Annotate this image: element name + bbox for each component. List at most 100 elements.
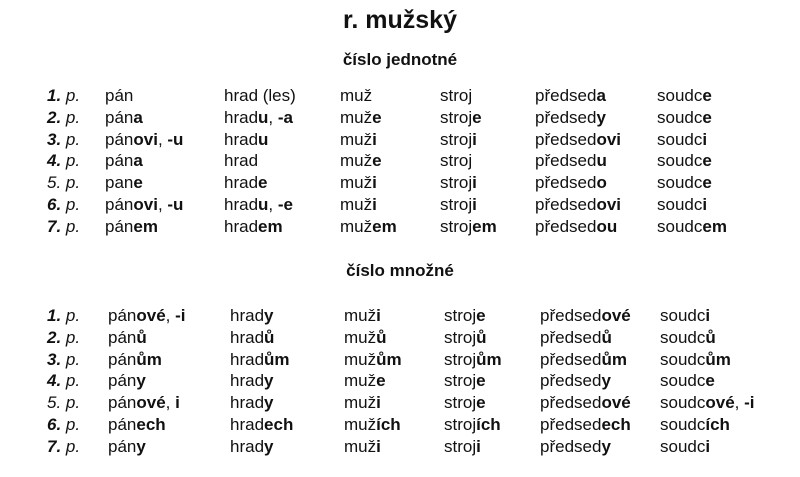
word-form: pána — [105, 107, 143, 129]
word-stem: soudc — [660, 349, 706, 369]
case-abbrev: p. — [65, 173, 81, 193]
word-stem: předsed — [535, 195, 597, 214]
word-form: předsedy — [535, 107, 606, 129]
word-ending: e — [705, 371, 715, 391]
word-form: hradem — [224, 216, 283, 238]
word-stem: pán — [108, 306, 137, 325]
word-stem: muž — [344, 436, 377, 456]
word-form: pánem — [105, 216, 158, 238]
word-form: předsedovi — [535, 129, 621, 151]
word-form: soudcem — [657, 216, 727, 238]
word-ending: ů — [136, 327, 147, 347]
word-ending: u — [258, 107, 269, 127]
word-ending: e — [258, 173, 268, 193]
word-stem: stroj — [440, 216, 473, 236]
word-stem: soudc — [657, 86, 703, 105]
word-form: hrad (les) — [224, 85, 296, 107]
word-stem: soudc — [660, 371, 706, 391]
word-stem: , — [157, 195, 168, 214]
word-ending: em — [472, 216, 497, 236]
case-label: 3. p. — [47, 129, 80, 151]
case-label: 4. p. — [47, 370, 80, 392]
page-title: r. mužský — [343, 6, 457, 34]
word-form: hrady — [230, 370, 274, 392]
word-form: hrady — [230, 305, 274, 327]
word-form: předsedy — [540, 370, 611, 392]
word-stem: pán — [108, 415, 137, 434]
word-ending: y — [136, 436, 146, 456]
case-abbrev: p. — [65, 86, 81, 105]
word-stem: hrad — [224, 195, 259, 214]
word-form: muže — [340, 150, 382, 172]
case-number: 5. — [47, 173, 62, 193]
word-ending: i — [372, 195, 377, 214]
case-label: 1. p. — [47, 85, 80, 107]
word-ending: em — [258, 216, 283, 236]
word-stem: soudc — [657, 151, 703, 171]
word-ending: y — [264, 393, 274, 413]
word-stem: muž — [344, 393, 377, 413]
word-stem: muž — [344, 327, 377, 347]
word-ending: u — [258, 129, 269, 149]
word-stem: předsed — [535, 107, 597, 127]
word-ending: ích — [376, 415, 401, 434]
word-stem: muž — [340, 195, 373, 214]
word-ending: i — [472, 129, 477, 149]
word-stem: muž — [344, 415, 377, 434]
word-ending: i — [705, 436, 711, 456]
word-ending: -a — [277, 107, 293, 127]
word-form: soudce — [657, 107, 712, 129]
word-stem: předsed — [540, 415, 602, 434]
word-stem: stroj — [444, 349, 477, 369]
case-abbrev: p. — [65, 107, 81, 127]
word-ending: ům — [601, 349, 627, 369]
word-stem: hrad — [224, 151, 259, 171]
word-form: muž — [340, 85, 372, 107]
word-stem: soudc — [657, 173, 703, 193]
word-ending: ů — [476, 327, 487, 347]
word-stem: hrad — [224, 129, 259, 149]
word-stem: hrad — [224, 173, 259, 193]
word-form: předsedy — [540, 436, 611, 458]
case-label: 2. p. — [47, 327, 80, 349]
word-stem: stroj — [440, 151, 473, 171]
word-ending: ovi — [596, 129, 621, 149]
word-form: soudci — [660, 436, 710, 458]
word-ending: i — [376, 436, 381, 456]
word-ending: ů — [264, 327, 275, 347]
word-form: soudcové, -i — [660, 392, 755, 414]
word-ending: i — [705, 306, 711, 325]
case-number: 4. — [47, 151, 62, 171]
word-stem: , — [165, 393, 176, 413]
word-stem: soudc — [660, 393, 706, 413]
word-form: strojem — [440, 216, 497, 238]
word-stem: soudc — [660, 415, 706, 434]
word-stem: předsed — [535, 86, 597, 105]
word-stem: stroj — [440, 173, 473, 193]
word-stem: hrad — [230, 349, 265, 369]
word-form: mužů — [344, 327, 387, 349]
word-stem: soudc — [657, 195, 703, 214]
word-stem: soudc — [660, 306, 706, 325]
word-stem: muž — [340, 86, 373, 105]
word-ending: e — [702, 173, 712, 193]
word-stem: předsed — [540, 327, 602, 347]
word-ending: ové — [136, 393, 166, 413]
word-stem: pán — [105, 129, 134, 149]
case-abbrev: p. — [65, 306, 81, 325]
case-abbrev: p. — [65, 415, 81, 434]
word-stem: pán — [105, 151, 134, 171]
word-stem: hrad — [230, 393, 265, 413]
word-stem: muž — [340, 173, 373, 193]
word-ending: ům — [476, 349, 502, 369]
word-form: muži — [344, 436, 381, 458]
word-stem: předsed — [540, 436, 602, 456]
word-form: soudci — [660, 305, 710, 327]
word-ending: ou — [596, 216, 618, 236]
word-form: stroje — [444, 370, 486, 392]
word-ending: e — [702, 86, 712, 105]
word-ending: y — [264, 371, 274, 391]
case-label: 1. p. — [47, 305, 80, 327]
word-form: mužům — [344, 349, 402, 371]
word-stem: předsed — [540, 393, 602, 413]
